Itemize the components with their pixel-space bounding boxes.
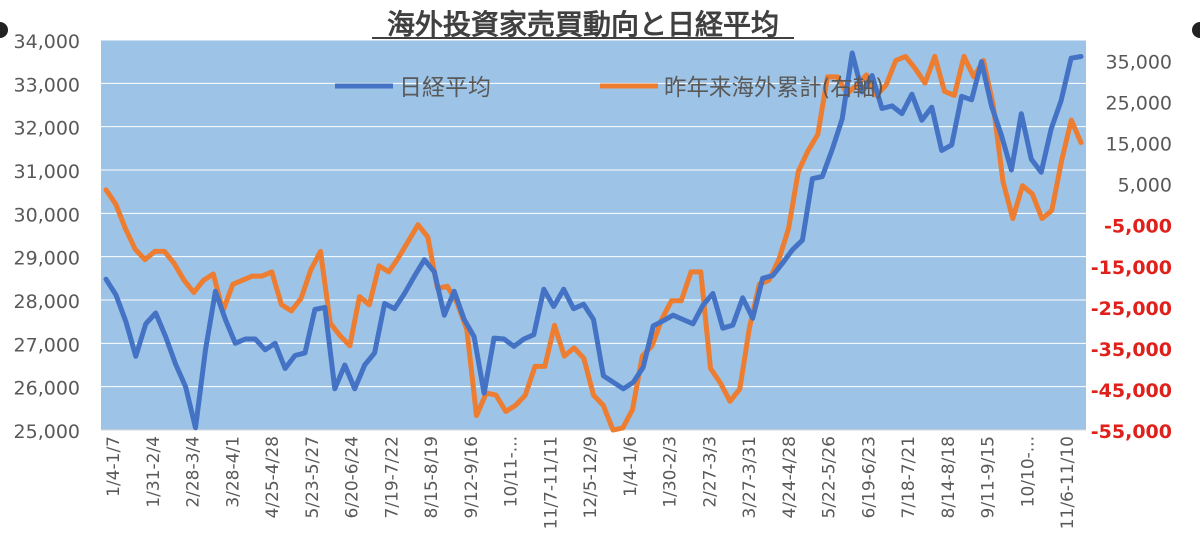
right-tick-label: -55,000 bbox=[1091, 421, 1172, 443]
left-tick-label: 32,000 bbox=[14, 118, 80, 140]
x-tick-label: 11/6-11/10 bbox=[1058, 436, 1078, 529]
x-tick-label: 7/18-7/21 bbox=[899, 436, 919, 519]
right-tick-label: -5,000 bbox=[1104, 216, 1172, 238]
left-tick-label: 33,000 bbox=[14, 74, 80, 96]
x-tick-label: 4/25-4/28 bbox=[263, 436, 283, 519]
x-tick-label: 7/19-7/22 bbox=[382, 436, 402, 519]
foreign-cumulative-line bbox=[103, 53, 1084, 433]
left-tick-label: 29,000 bbox=[14, 248, 80, 270]
x-tick-label: 1/4-1/7 bbox=[104, 436, 124, 497]
x-tick-label: 9/12-9/16 bbox=[462, 436, 482, 519]
x-tick-label: 4/24-4/28 bbox=[780, 436, 800, 519]
x-tick-label: 8/15-8/19 bbox=[422, 436, 442, 519]
plot-area bbox=[101, 40, 1086, 430]
series-lines bbox=[103, 50, 1084, 433]
right-tick-label: 25,000 bbox=[1106, 93, 1172, 115]
left-tick-label: 28,000 bbox=[14, 291, 80, 313]
x-tick-label: 2/27-3/3 bbox=[700, 436, 720, 508]
right-axis: -55,000 -45,000 -35,000 -25,000 -15,000 -5,00… bbox=[1091, 52, 1172, 443]
legend-label-nikkei: 日経平均 bbox=[399, 75, 491, 101]
left-tick-label: 30,000 bbox=[14, 204, 80, 226]
x-tick-label: 5/23-5/27 bbox=[303, 436, 323, 519]
right-tick-label: -25,000 bbox=[1091, 298, 1172, 320]
right-tick-label: -45,000 bbox=[1091, 380, 1172, 402]
x-tick-label: 9/11-9/15 bbox=[979, 436, 999, 519]
x-tick-label: 6/20-6/24 bbox=[343, 436, 363, 519]
left-tick-label: 34,000 bbox=[14, 31, 80, 53]
legend-label-foreign: 昨年来海外累計(右軸) bbox=[664, 75, 884, 101]
right-tick-label: 5,000 bbox=[1118, 175, 1172, 197]
x-tick-label: 1/4-1/6 bbox=[621, 436, 641, 497]
left-tick-label: 26,000 bbox=[14, 378, 80, 400]
x-tick-label: 3/27-3/31 bbox=[740, 436, 760, 519]
left-axis: 25,000 26,000 27,000 28,000 29,000 30,000 31,0… bbox=[14, 31, 80, 443]
right-tick-label: -15,000 bbox=[1091, 257, 1172, 279]
right-tick-label: 15,000 bbox=[1106, 134, 1172, 156]
x-tick-label: 8/14-8/18 bbox=[939, 436, 959, 519]
x-tick-label: 12/5-12/9 bbox=[581, 436, 601, 519]
x-axis: 1/4-1/7 1/31-2/4 2/28-3/4 3/28-4/1 4/25-4/28… bbox=[104, 436, 1078, 529]
right-edge-marker bbox=[1192, 22, 1200, 38]
right-tick-label: -35,000 bbox=[1091, 339, 1172, 361]
right-tick-label: 35,000 bbox=[1106, 52, 1172, 74]
x-tick-label: 3/28-4/1 bbox=[223, 436, 243, 508]
x-tick-label: 10/10-... bbox=[1018, 436, 1038, 507]
x-tick-label: 11/7-11/11 bbox=[541, 436, 561, 529]
nikkei-line bbox=[103, 50, 1084, 431]
x-tick-label: 1/30-2/3 bbox=[661, 436, 681, 508]
legend: 日経平均 昨年来海外累計(右軸) bbox=[335, 75, 884, 101]
chart-title: 海外投資家売買動向と日経平均 bbox=[387, 8, 779, 41]
x-tick-label: 5/22-5/26 bbox=[820, 436, 840, 519]
left-tick-label: 25,000 bbox=[14, 421, 80, 443]
left-tick-label: 27,000 bbox=[14, 334, 80, 356]
x-tick-label: 6/19-6/23 bbox=[859, 436, 879, 519]
x-tick-label: 2/28-3/4 bbox=[184, 436, 204, 508]
x-tick-label: 10/11-... bbox=[502, 436, 522, 507]
left-tick-label: 31,000 bbox=[14, 161, 80, 183]
left-edge-marker bbox=[0, 22, 8, 38]
x-tick-label: 1/31-2/4 bbox=[144, 436, 164, 508]
